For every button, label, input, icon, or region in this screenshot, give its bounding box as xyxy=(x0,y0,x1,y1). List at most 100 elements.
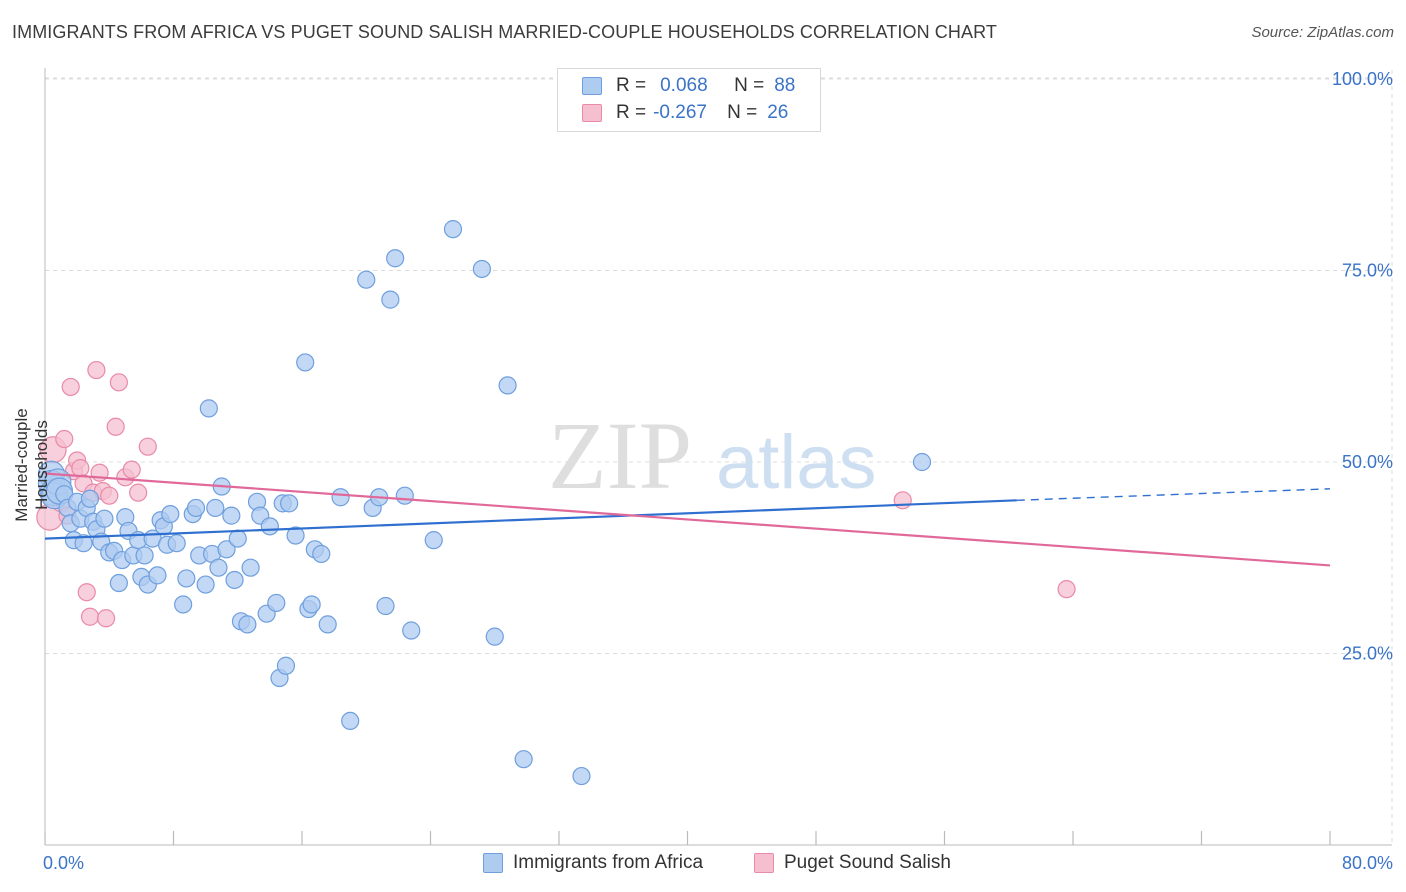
africa-point xyxy=(228,529,247,548)
bottom-legend-swatch-blue xyxy=(483,853,503,873)
salish-point xyxy=(80,607,100,626)
africa-point xyxy=(280,494,299,513)
x-tick-label-0: 0.0% xyxy=(43,853,84,873)
salish-point xyxy=(96,609,116,628)
africa-point xyxy=(109,573,128,593)
legend-box: R = 0.068 N = 88 R = -0.267 N = 26 xyxy=(557,68,821,132)
bottom-legend-salish: Puget Sound Salish xyxy=(754,852,951,874)
africa-point xyxy=(74,534,93,553)
watermark-atlas: atlas xyxy=(716,420,877,505)
africa-point xyxy=(424,531,443,550)
africa-point xyxy=(312,544,331,564)
chart-title: IMMIGRANTS FROM AFRICA VS PUGET SOUND SA… xyxy=(12,22,997,42)
salish-point xyxy=(122,460,141,479)
salish-point xyxy=(138,437,157,456)
salish-point xyxy=(106,417,125,436)
africa-point xyxy=(186,498,206,518)
watermark: ZIP atlas xyxy=(548,402,877,509)
africa-point xyxy=(95,509,114,528)
africa-point xyxy=(286,526,305,545)
watermark-zip: ZIP xyxy=(548,402,692,509)
legend-r-label: R = xyxy=(616,75,647,96)
africa-point xyxy=(161,504,180,524)
africa-point xyxy=(386,249,405,268)
africa-point xyxy=(225,570,244,590)
africa-point xyxy=(167,534,186,553)
africa-point xyxy=(206,498,225,518)
y-tick-label-100: 100.0% xyxy=(1332,69,1393,89)
africa-point xyxy=(912,452,932,472)
africa-point xyxy=(485,627,504,646)
africa-point xyxy=(209,558,228,577)
legend-n-label: N = xyxy=(727,102,758,123)
africa-point xyxy=(80,489,100,508)
africa-point xyxy=(260,517,279,536)
bottom-legend-label-salish: Puget Sound Salish xyxy=(784,852,951,873)
africa-point xyxy=(241,558,260,577)
salish-point xyxy=(77,583,96,602)
africa-point xyxy=(514,750,533,769)
salish-point xyxy=(55,429,74,449)
y-tick-label-75: 75.0% xyxy=(1342,261,1393,281)
salish-point xyxy=(87,360,106,380)
africa-point xyxy=(381,290,400,309)
africa-point xyxy=(267,593,286,613)
africa-point xyxy=(357,270,376,289)
africa-point xyxy=(318,615,337,634)
africa-point xyxy=(302,595,321,614)
legend-row-salish: R = -0.267 N = 26 xyxy=(582,101,788,125)
x-tick-label-80: 80.0% xyxy=(1342,853,1393,873)
africa-point xyxy=(174,595,193,614)
africa-point xyxy=(296,353,315,372)
africa-point xyxy=(238,615,257,634)
legend-swatch-pink xyxy=(582,104,602,122)
tick-labels: 25.0% 50.0% 75.0% 100.0% 0.0% 80.0% xyxy=(43,69,1393,873)
africa-point xyxy=(196,575,215,594)
trend-line-africa-extension xyxy=(1016,488,1331,501)
africa-point xyxy=(402,621,421,640)
legend-n-value-salish: 26 xyxy=(767,102,789,123)
africa-point xyxy=(376,596,395,616)
salish-point xyxy=(129,483,148,502)
y-tick-label-25: 25.0% xyxy=(1342,644,1393,664)
series-immigrants-from-africa xyxy=(37,220,932,786)
salish-point xyxy=(100,486,119,505)
legend-r-value-salish: -0.267 xyxy=(653,102,707,123)
trend-line-africa xyxy=(44,499,1017,540)
africa-point xyxy=(177,569,196,588)
africa-point xyxy=(572,766,591,786)
salish-point xyxy=(109,373,128,392)
salish-point xyxy=(893,491,912,510)
africa-point xyxy=(217,540,236,559)
legend-r-label: R = xyxy=(616,102,647,123)
legend-n-label: N = xyxy=(734,75,765,96)
salish-point xyxy=(1057,580,1076,599)
trend-lines xyxy=(44,472,1331,567)
africa-point xyxy=(341,711,360,731)
africa-point xyxy=(498,376,517,395)
legend-row-africa: R = 0.068 N = 88 xyxy=(582,74,795,98)
africa-point xyxy=(331,488,350,507)
bottom-legend-swatch-pink xyxy=(754,853,774,873)
source-credit: Source: ZipAtlas.com xyxy=(1251,24,1394,41)
africa-point xyxy=(276,656,296,675)
africa-point xyxy=(135,546,154,565)
y-axis-label: Married-couple Households xyxy=(12,408,51,522)
y-tick-label-50: 50.0% xyxy=(1342,452,1393,472)
trend-line-salish xyxy=(44,472,1331,567)
africa-point xyxy=(472,259,491,279)
africa-point xyxy=(199,399,218,418)
legend-r-value-africa: 0.068 xyxy=(660,75,708,96)
bottom-legend-africa: Immigrants from Africa xyxy=(483,852,703,874)
bottom-legend-label-africa: Immigrants from Africa xyxy=(513,852,704,873)
africa-point xyxy=(443,220,463,239)
series-puget-sound-salish xyxy=(36,360,1076,628)
salish-point xyxy=(71,459,90,478)
africa-point xyxy=(148,566,167,585)
africa-point xyxy=(395,486,414,505)
africa-point xyxy=(222,506,241,525)
salish-point xyxy=(61,377,80,397)
grid-lines xyxy=(45,70,1393,845)
legend-swatch-blue xyxy=(582,77,602,95)
